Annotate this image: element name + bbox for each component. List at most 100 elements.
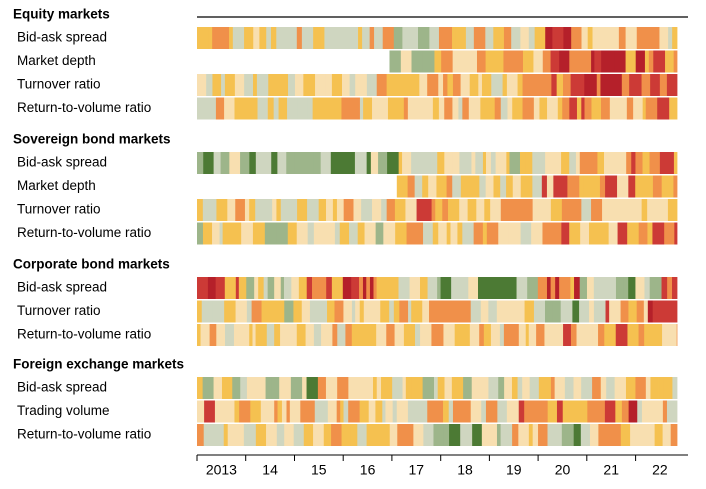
heat-cell: [670, 400, 678, 423]
heat-cell: [549, 152, 562, 174]
heat-cell: [525, 324, 530, 346]
heat-cell: [655, 199, 663, 221]
heat-cell: [628, 277, 636, 299]
heat-cell: [556, 74, 564, 96]
heat-cell: [589, 300, 595, 323]
heat-cell: [467, 199, 477, 221]
heat-cell: [672, 324, 678, 346]
heat-cell: [400, 74, 412, 96]
heat-cell: [331, 74, 343, 96]
heat-cell: [615, 152, 627, 174]
heat-cell: [232, 377, 241, 399]
heat-cell: [396, 400, 404, 423]
heat-cell: [547, 400, 558, 423]
heat-cell: [357, 424, 368, 446]
heat-cell: [438, 222, 448, 245]
heat-cell: [637, 400, 643, 423]
heat-cell: [405, 377, 412, 399]
heat-cell: [256, 74, 269, 96]
heat-cell: [340, 400, 344, 423]
heatmap-row: [389, 50, 678, 73]
heat-cell: [447, 74, 454, 96]
heatmap-row: [197, 300, 678, 323]
heat-cell: [563, 74, 572, 96]
heat-cell: [586, 277, 595, 299]
heat-cell: [415, 324, 421, 346]
heat-cell: [659, 152, 669, 174]
heat-cell: [407, 175, 416, 198]
heat-cell: [389, 50, 402, 73]
heat-cell: [286, 400, 291, 423]
heat-cell: [355, 300, 361, 323]
heat-cell: [641, 400, 652, 423]
heat-cell: [527, 277, 539, 299]
heat-cell: [458, 324, 471, 346]
heat-cell: [266, 324, 275, 346]
heat-cell: [374, 27, 384, 49]
heat-cell: [560, 300, 573, 323]
heat-cell: [605, 175, 618, 198]
heat-cell: [620, 300, 629, 323]
heat-cell: [587, 27, 593, 49]
heat-cell: [386, 324, 395, 346]
heat-cell: [369, 27, 375, 49]
heat-cell: [504, 300, 517, 323]
heat-cell: [573, 377, 582, 399]
heat-cell: [272, 199, 277, 221]
heat-cell: [258, 277, 265, 299]
heat-cell: [230, 222, 242, 245]
heat-cell: [427, 74, 439, 96]
heat-cell: [650, 377, 659, 399]
heat-cell: [434, 50, 442, 73]
heat-cell: [368, 400, 376, 423]
heat-cell: [642, 97, 647, 120]
heat-cell: [534, 27, 546, 49]
heat-cell: [462, 400, 472, 423]
heat-cell: [267, 97, 275, 120]
heat-cell: [437, 152, 445, 174]
heat-cell: [541, 74, 552, 96]
heat-cell: [232, 27, 245, 49]
heat-cell: [201, 300, 213, 323]
heat-cell: [647, 222, 653, 245]
heat-cell: [204, 400, 216, 423]
heat-cell: [516, 277, 521, 299]
heat-cell: [667, 199, 678, 221]
heat-cell: [520, 222, 532, 245]
heat-cell: [197, 222, 204, 245]
heat-cell: [572, 300, 580, 323]
x-tick-label: 20: [555, 462, 571, 478]
heat-cell: [276, 424, 285, 446]
heat-cell: [518, 324, 527, 346]
heat-cell: [428, 97, 434, 120]
heat-cell: [387, 97, 395, 120]
x-tick-label: 21: [603, 462, 619, 478]
heatmap-row: [197, 277, 678, 299]
heat-cell: [654, 424, 663, 446]
heat-cell: [448, 199, 460, 221]
heat-cell: [490, 199, 502, 221]
heat-cell: [450, 222, 458, 245]
heat-cell: [557, 424, 563, 446]
heat-cell: [547, 424, 559, 446]
heat-cell: [653, 152, 661, 174]
heat-cell: [298, 277, 308, 299]
heat-cell: [216, 324, 226, 346]
heat-cell: [552, 300, 562, 323]
heat-cell: [608, 27, 620, 49]
heat-cell: [437, 377, 445, 399]
heat-cell: [278, 74, 289, 96]
heat-cell: [472, 424, 483, 446]
heat-cell: [625, 27, 631, 49]
heat-cell: [604, 400, 610, 423]
heat-cell: [485, 97, 496, 120]
heat-cell: [479, 324, 485, 346]
heat-cell: [375, 400, 383, 423]
heat-cell: [621, 74, 630, 96]
heat-cell: [438, 74, 444, 96]
heat-cell: [265, 377, 273, 399]
heat-cell: [572, 199, 582, 221]
heat-cell: [455, 27, 467, 49]
heat-cell: [313, 324, 322, 346]
heat-cell: [593, 277, 605, 299]
